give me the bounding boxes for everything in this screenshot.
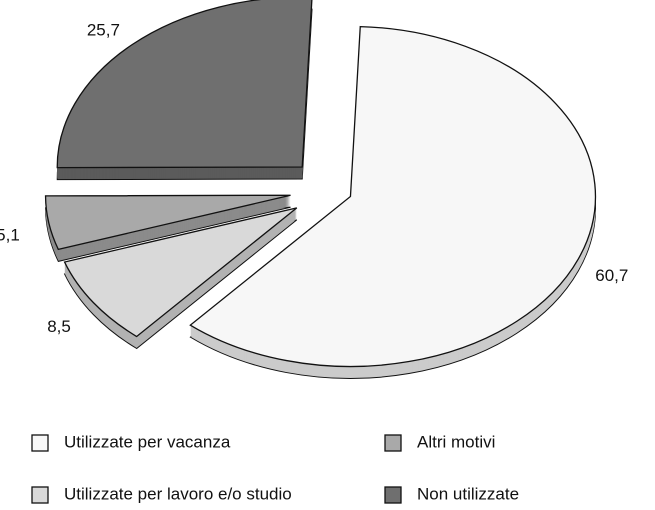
slice [189,25,597,368]
legend-label: Utilizzate per lavoro e/o studio [64,484,292,503]
legend-label: Non utilizzate [417,484,519,503]
legend-label: Altri motivi [417,432,495,451]
data-label: 25,7 [87,21,120,40]
data-label: 5,1 [0,225,20,244]
legend-label: Utilizzate per vacanza [64,432,231,451]
data-label: 60,7 [595,266,628,285]
data-label: 8,5 [47,317,71,336]
legend-swatch [31,434,49,452]
slice [56,0,313,169]
legend-swatch [384,434,402,452]
legend-swatch [31,486,49,504]
slice [63,207,298,338]
legend-swatch [384,486,402,504]
slice [44,194,291,251]
